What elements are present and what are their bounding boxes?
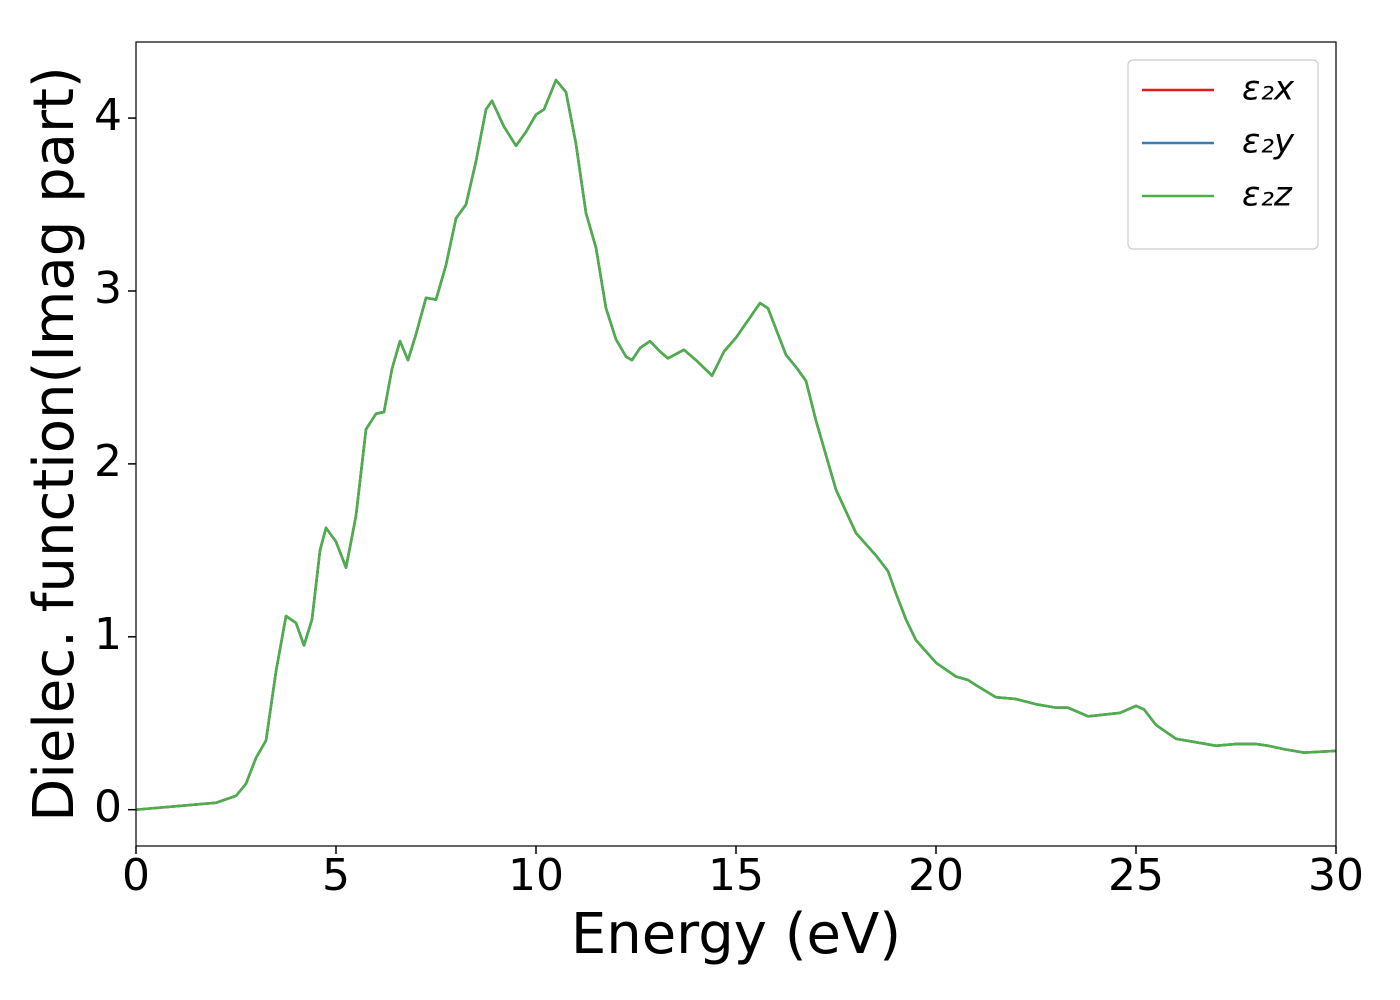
x-tick-label: 20	[908, 850, 964, 901]
x-tick-label: 5	[322, 850, 350, 901]
legend-label: ε₂x	[1242, 69, 1295, 109]
legend-box	[1127, 59, 1319, 250]
x-tick-label: 0	[122, 850, 150, 901]
x-tick-label: 30	[1308, 850, 1364, 901]
legend-label: ε₂z	[1242, 175, 1293, 215]
x-axis-label: Energy (eV)	[571, 902, 901, 967]
y-tick-label: 4	[94, 90, 122, 141]
y-tick-label: 3	[94, 263, 122, 314]
series-line	[135, 78, 1337, 811]
y-tick-label: 1	[94, 609, 122, 660]
y-tick-label: 2	[94, 436, 122, 487]
y-axis-label: Dielec. function(Imag part)	[22, 66, 87, 822]
y-tick-label: 0	[94, 782, 122, 833]
x-tick-label: 15	[708, 850, 764, 901]
legend-label: ε₂y	[1242, 122, 1295, 162]
x-tick-label: 10	[508, 850, 564, 901]
x-tick-label: 25	[1108, 850, 1164, 901]
plot-frame	[135, 41, 1337, 847]
